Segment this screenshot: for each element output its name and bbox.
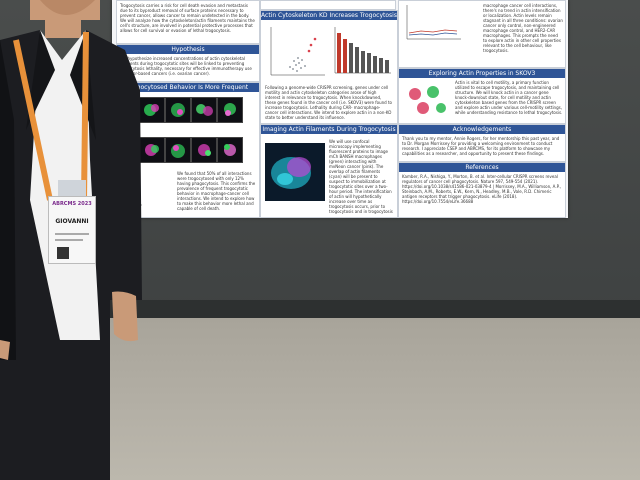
confocal-image [265, 143, 325, 201]
knockdown-bar-chart [334, 27, 391, 74]
microscopy-image [191, 137, 217, 163]
middle-top-section [260, 0, 396, 10]
badge-line [55, 239, 83, 241]
microscopy-image [165, 97, 191, 123]
badge-event: ABRCMS 2023 [52, 201, 92, 207]
hypothesis-text: We hypothesize increased concentrations … [120, 56, 252, 76]
imaging-header: Imaging Actin Filaments During Trogocyto… [261, 125, 397, 134]
behavior-text: We found that 50% of all interactions we… [177, 171, 256, 211]
microscopy-image [191, 97, 217, 123]
acknowledgements-text: Thank you to my mentor, Annie Rogers, fo… [402, 136, 560, 156]
skov3-header: Exploring Actin Properties in SKOV3 [399, 69, 565, 78]
qr-code-icon [57, 247, 69, 259]
skov3-section: Exploring Actin Properties in SKOV3 Acti… [398, 68, 566, 124]
imaging-text: We will use confocal microscopy implemen… [329, 139, 393, 215]
references-text: Kamber, R.A., Nishiga, Y., Morton, B. et… [402, 174, 561, 204]
microscopy-image [217, 97, 243, 123]
skov3-diagram [409, 86, 446, 114]
wall-base-trim [0, 300, 640, 318]
badge-line [55, 233, 89, 235]
references-section: References Kamber, R.A., Nishiga, Y., Mo… [398, 162, 566, 218]
microscopy-image [165, 137, 191, 163]
name-badge: ABRCMS 2023 GIOVANNI [48, 196, 96, 264]
research-poster: Trogocytosis carries a risk for cell dea… [112, 0, 568, 218]
volcano-plot [270, 27, 325, 76]
right-top-text: macrophage cancer cell interactions, the… [483, 3, 563, 53]
intro-text: Trogocytosis carries a risk for cell dea… [120, 3, 255, 33]
right-top-section: macrophage cancer cell interactions, the… [398, 0, 566, 68]
hypothesis-section: Hypothesis We hypothesize increased conc… [116, 44, 260, 82]
imaging-section: Imaging Actin Filaments During Trogocyto… [260, 124, 398, 218]
skov3-text: Actin is vital to cell motility, a prima… [455, 80, 563, 115]
acknowledgements-header: Acknowledgements [399, 125, 565, 134]
microscopy-image [217, 137, 243, 163]
behavior-header: Trogocytosed Behavior Is More Frequent [117, 83, 259, 92]
actin-intensity-chart [406, 5, 461, 40]
acknowledgements-section: Acknowledgements Thank you to my mentor,… [398, 124, 566, 162]
hypothesis-header: Hypothesis [117, 45, 259, 54]
intro-section: Trogocytosis carries a risk for cell dea… [116, 0, 260, 44]
actin-kd-header: Actin Cytoskeleton KD Increases Trogocyt… [261, 11, 397, 20]
references-header: References [399, 163, 565, 172]
actin-kd-text: Following a genome-wide CRISPR screening… [265, 85, 392, 120]
actin-kd-section: Actin Cytoskeleton KD Increases Trogocyt… [260, 10, 398, 124]
badge-name: GIOVANNI [55, 218, 89, 225]
